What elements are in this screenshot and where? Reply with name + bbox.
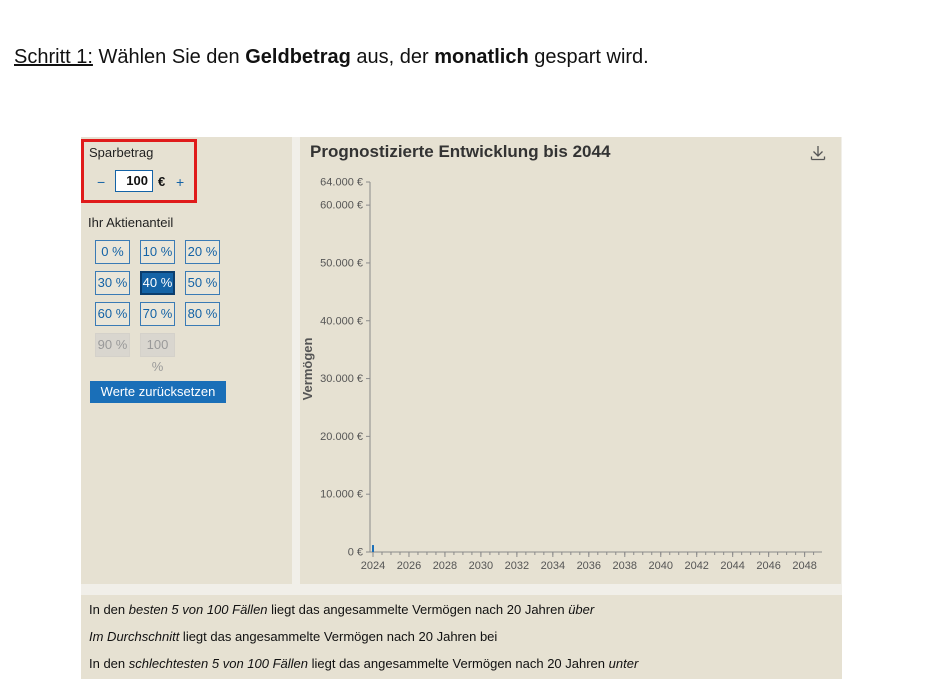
instruction-part: aus, der — [350, 46, 435, 68]
instruction-part: gespart wird. — [528, 46, 649, 68]
chart-area: 0 € 10.000 € 20.000 € 30.000 € 40.000 € 50.00… — [300, 177, 822, 572]
x-tick-label: 2024 — [361, 560, 385, 572]
share-option-button: 100 % — [140, 333, 175, 374]
result-text-segment: liegt das angesammelte Vermögen nach 20 … — [267, 602, 569, 617]
x-tick-label: 2032 — [505, 560, 529, 572]
chart-panel: Prognostizierte Entwicklung bis 2044 0 €… — [300, 137, 841, 584]
settings-panel: Sparbetrag − 100 € + Ihr Aktienanteil 0 … — [81, 137, 292, 584]
best-case-text: In den besten 5 von 100 Fällen liegt das… — [89, 602, 594, 617]
result-text-segment: schlechtesten 5 von 100 Fällen — [128, 656, 308, 671]
instruction-part: Wählen Sie den — [92, 46, 246, 68]
result-text-segment: unter — [608, 656, 639, 671]
share-option-button[interactable]: 50 % — [185, 271, 220, 295]
x-tick-label: 2046 — [756, 560, 780, 572]
share-option-button[interactable]: 0 % — [95, 240, 130, 264]
share-option-button: 90 % — [95, 333, 130, 357]
share-option-button[interactable]: 80 % — [185, 302, 220, 326]
instruction-text: Schritt 1: Wählen Sie den Geldbetrag aus… — [14, 46, 649, 69]
x-tick-label: 2036 — [577, 560, 601, 572]
x-tick-label: 2026 — [397, 560, 421, 572]
y-tick-label: 40.000 € — [320, 315, 363, 327]
x-tick-label: 2028 — [433, 560, 457, 572]
share-option-button[interactable]: 10 % — [140, 240, 175, 264]
result-text-segment: liegt das angesammelte Vermögen nach 20 … — [308, 656, 609, 671]
results-panel: In den besten 5 von 100 Fällen liegt das… — [81, 595, 842, 679]
x-tick-label: 2042 — [684, 560, 708, 572]
y-tick-label: 64.000 € — [320, 177, 363, 189]
sparbetrag-label: Sparbetrag — [89, 145, 154, 160]
amount-input[interactable]: 100 — [115, 170, 153, 192]
aktienanteil-label: Ihr Aktienanteil — [88, 215, 174, 230]
x-tick-label: 2034 — [541, 560, 565, 572]
y-tick-label: 60.000 € — [320, 200, 363, 212]
x-tick-label: 2038 — [613, 560, 637, 572]
y-tick-label: 30.000 € — [320, 373, 363, 385]
chart-title: Prognostizierte Entwicklung bis 2044 — [310, 142, 611, 161]
x-tick-label: 2040 — [648, 560, 672, 572]
download-icon[interactable] — [810, 145, 826, 161]
instruction-bold-monthly: monatlich — [434, 46, 529, 68]
share-option-button[interactable]: 70 % — [140, 302, 175, 326]
step-label: Schritt 1: — [14, 46, 93, 68]
share-option-button[interactable]: 40 % — [140, 271, 175, 295]
data-bar — [372, 545, 374, 552]
share-option-button[interactable]: 30 % — [95, 271, 130, 295]
average-case-text: Im Durchschnitt liegt das angesammelte V… — [89, 629, 497, 644]
instruction-bold-amount: Geldbetrag — [245, 46, 351, 68]
share-option-button[interactable]: 20 % — [185, 240, 220, 264]
y-tick-label: 10.000 € — [320, 489, 363, 501]
x-tick-label: 2030 — [469, 560, 493, 572]
result-text-segment: In den — [89, 602, 129, 617]
result-text-segment: besten 5 von 100 Fällen — [128, 602, 268, 617]
y-tick-label: 20.000 € — [320, 431, 363, 443]
y-tick-label: 50.000 € — [320, 257, 363, 269]
worst-case-text: In den schlechtesten 5 von 100 Fällen li… — [89, 656, 638, 671]
result-text-segment: über — [568, 602, 595, 617]
y-tick-label: 0 € — [348, 547, 363, 559]
savings-calculator: Sparbetrag − 100 € + Ihr Aktienanteil 0 … — [81, 137, 842, 679]
result-text-segment: Im Durchschnitt — [89, 629, 180, 644]
y-axis-title: Vermögen — [300, 338, 315, 401]
result-text-segment: In den — [89, 656, 129, 671]
share-option-button[interactable]: 60 % — [95, 302, 130, 326]
reset-button[interactable]: Werte zurücksetzen — [90, 381, 226, 403]
currency-label: € — [158, 174, 166, 189]
x-tick-label: 2044 — [720, 560, 744, 572]
increase-amount-button[interactable]: + — [176, 174, 185, 190]
decrease-amount-button[interactable]: − — [97, 174, 106, 190]
result-text-segment: liegt das angesammelte Vermögen nach 20 … — [179, 629, 498, 644]
highlight-frame — [81, 139, 197, 203]
x-tick-label: 2048 — [792, 560, 816, 572]
